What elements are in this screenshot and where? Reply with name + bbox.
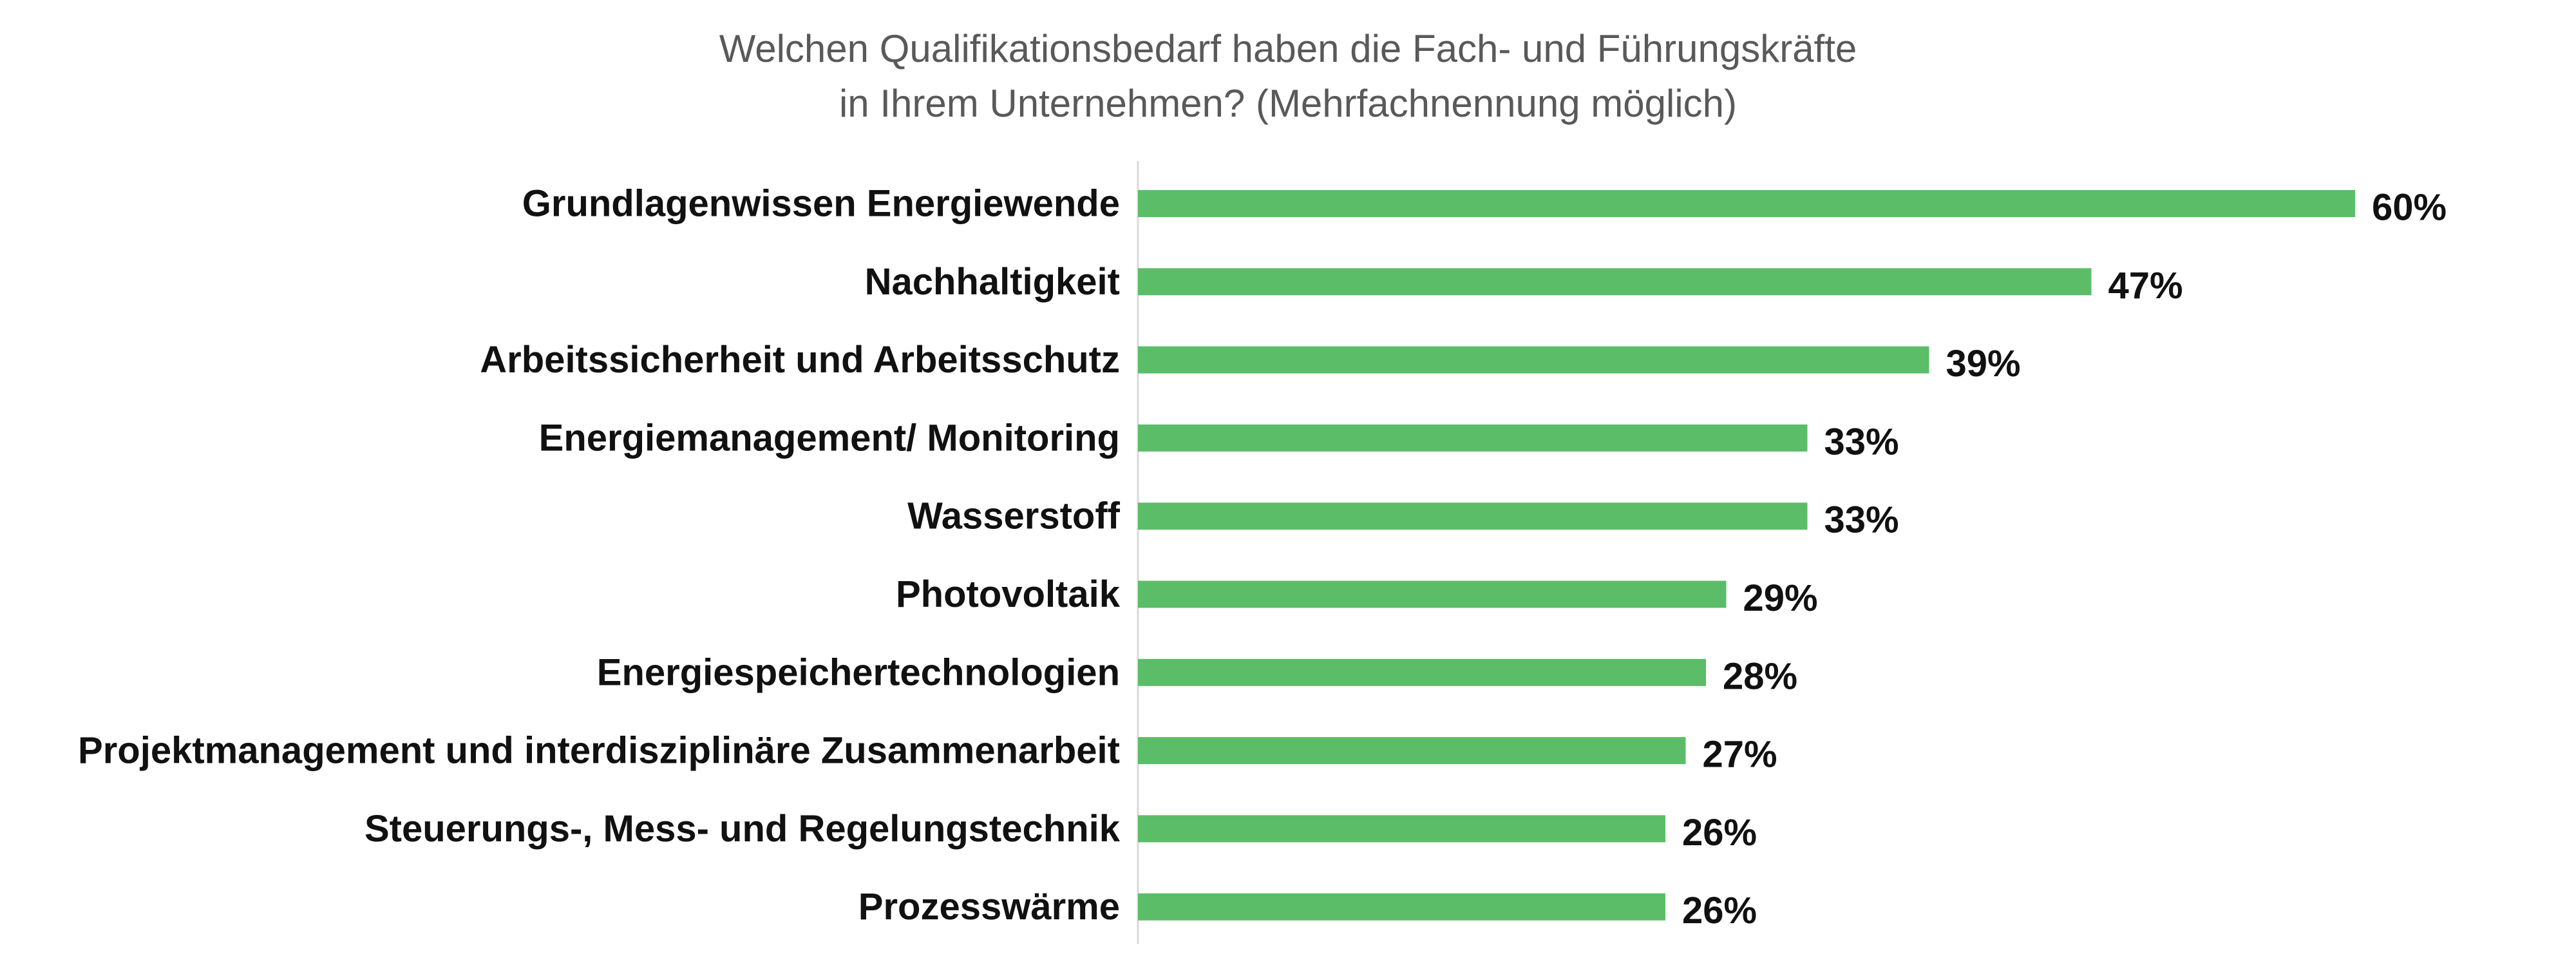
bar-8	[1138, 737, 1686, 765]
category-label-4: Energiemanagement/ Monitoring	[539, 417, 1120, 459]
category-label-1: Grundlagenwissen Energiewende	[522, 183, 1120, 225]
value-label-5: 33%	[1824, 499, 1899, 541]
category-label-7: Energiespeichertechnologien	[597, 651, 1120, 693]
value-labels: 60%47%39%33%33%29%28%27%26%26%	[1682, 187, 2447, 932]
category-label-2: Nachhaltigkeit	[865, 261, 1120, 303]
bar-10	[1138, 893, 1665, 921]
value-label-1: 60%	[2372, 187, 2447, 229]
category-label-5: Wasserstoff	[907, 495, 1121, 537]
value-label-6: 29%	[1743, 577, 1818, 619]
bar-1	[1138, 190, 2355, 217]
category-label-10: Prozesswärme	[858, 886, 1120, 928]
value-label-9: 26%	[1682, 812, 1757, 854]
bar-5	[1138, 503, 1808, 530]
bar-3	[1138, 346, 1929, 374]
category-label-3: Arbeitssicherheit und Arbeitsschutz	[480, 339, 1120, 381]
bar-6	[1138, 580, 1727, 608]
category-labels: Grundlagenwissen Energiewende Nachhaltigk…	[78, 183, 1121, 928]
chart-title: Welchen Qualifikationsbedarf haben die F…	[719, 27, 1857, 125]
value-label-10: 26%	[1682, 890, 1757, 932]
bar-9	[1138, 815, 1665, 843]
bar-7	[1138, 658, 1706, 686]
value-label-8: 27%	[1703, 734, 1777, 776]
bar-2	[1138, 268, 2092, 296]
chart-title-line-2: in Ihrem Unternehmen? (Mehrfachnennung m…	[839, 82, 1737, 125]
value-label-4: 33%	[1824, 421, 1899, 463]
value-label-2: 47%	[2108, 265, 2183, 307]
category-label-6: Photovoltaik	[896, 573, 1121, 615]
category-label-8: Projektmanagement und interdisziplinäre …	[78, 730, 1120, 772]
category-label-9: Steuerungs-, Mess- und Regelungstechnik	[365, 808, 1121, 850]
chart-title-line-1: Welchen Qualifikationsbedarf haben die F…	[719, 27, 1857, 70]
bars	[1138, 190, 2355, 921]
bar-4	[1138, 424, 1808, 452]
value-label-7: 28%	[1723, 655, 1797, 697]
value-label-3: 39%	[1946, 343, 2021, 385]
